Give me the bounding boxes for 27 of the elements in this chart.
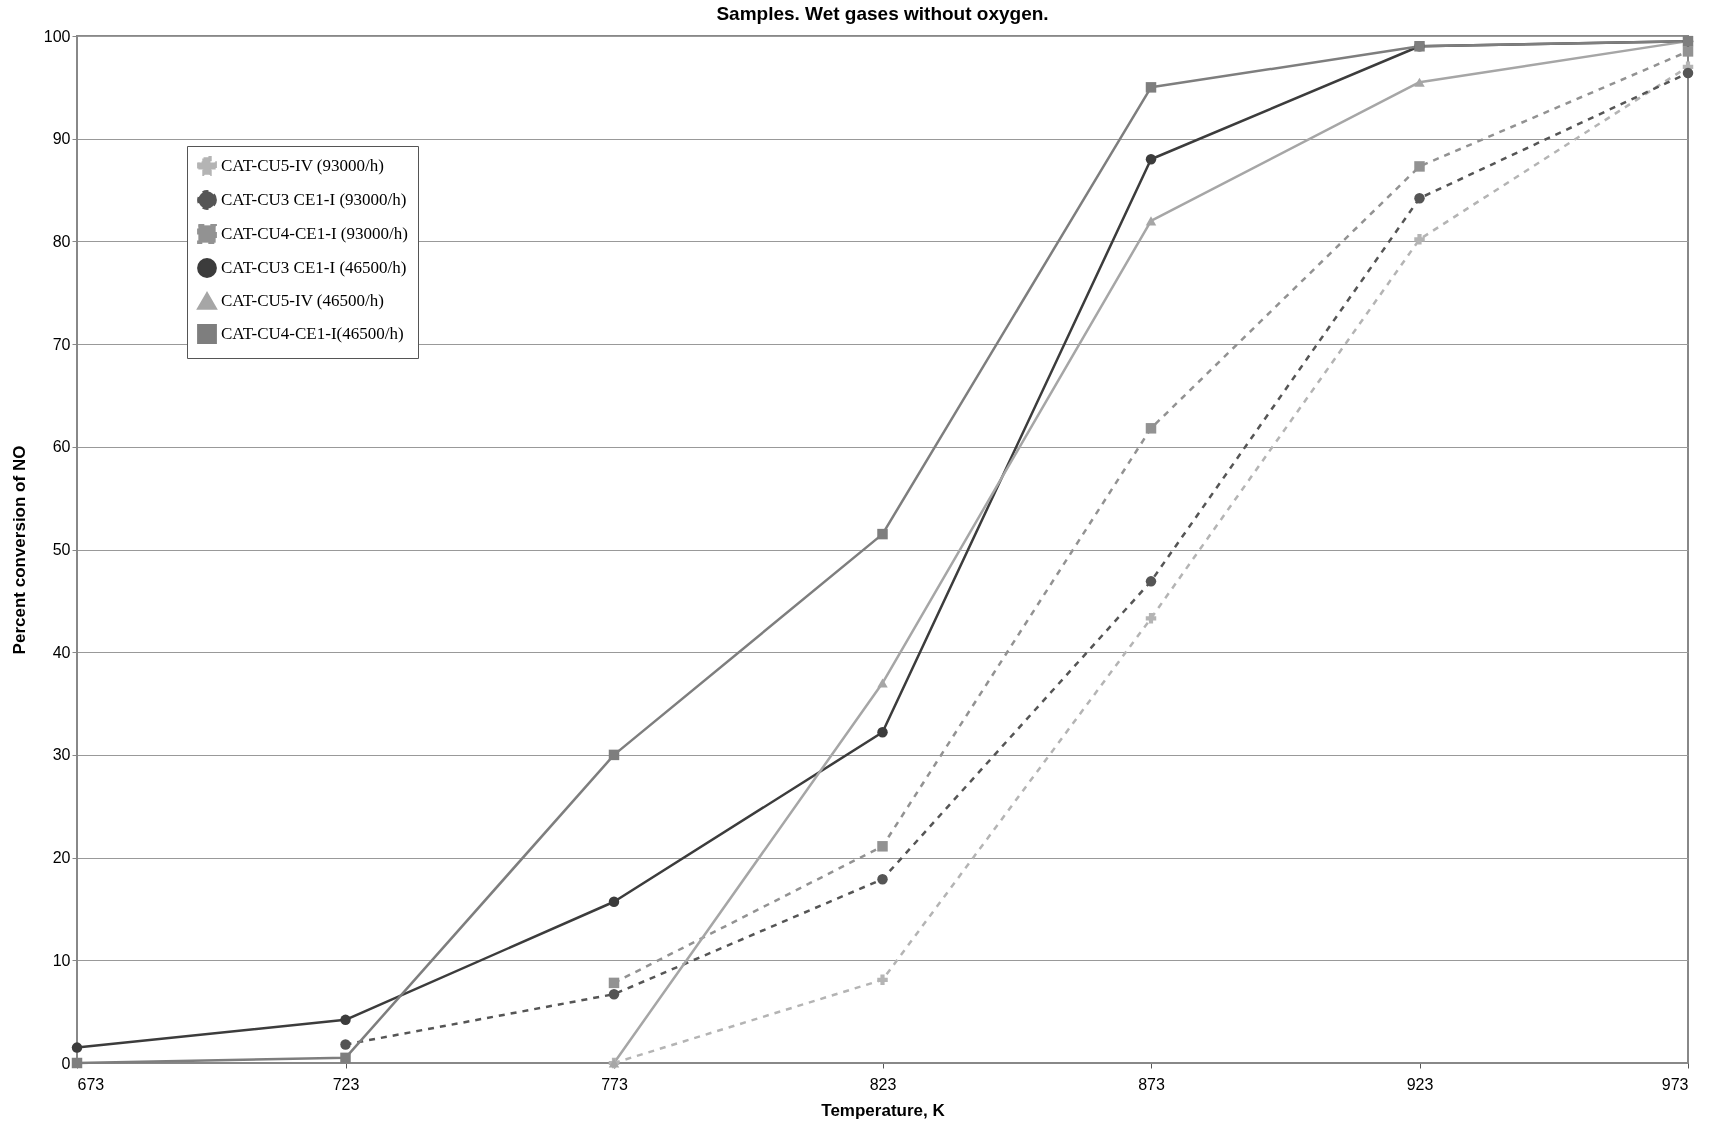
y-tick-label: 0 <box>61 1054 71 1072</box>
y-axis-title: Percent conversion of NO <box>9 445 29 655</box>
legend-label: CAT-CU4-CE1-I(46500/h) <box>221 324 404 343</box>
x-tick-label: 823 <box>869 1075 897 1093</box>
x-tick-label: 773 <box>601 1075 628 1093</box>
legend-label: CAT-CU3 CE1-I (93000/h) <box>221 190 407 209</box>
x-tick-label: 873 <box>1138 1075 1165 1093</box>
chart-title: Samples. Wet gases without oxygen. <box>716 3 1049 24</box>
y-tick-label: 20 <box>52 849 71 867</box>
y-tick-label: 80 <box>52 232 71 250</box>
legend-label: CAT-CU3 CE1-I (46500/h) <box>221 258 407 277</box>
y-tick-label: 40 <box>52 643 71 661</box>
x-axis-title: Temperature, K <box>821 1100 946 1120</box>
y-tick-label: 70 <box>52 335 71 353</box>
legend-label: CAT-CU5-IV (93000/h) <box>221 156 384 175</box>
y-tick-label: 90 <box>52 130 71 148</box>
y-tick-label: 30 <box>52 746 71 764</box>
y-tick-label: 100 <box>43 27 71 45</box>
legend-label: CAT-CU4-CE1-I (93000/h) <box>221 224 408 243</box>
x-tick-label: 723 <box>332 1075 360 1093</box>
y-tick-label: 10 <box>52 951 71 969</box>
y-tick-label: 50 <box>52 541 71 558</box>
x-tick-label: 973 <box>1661 1075 1689 1093</box>
y-tick-label: 60 <box>52 438 71 456</box>
x-tick-label: 923 <box>1406 1075 1434 1093</box>
x-tick-label: 673 <box>77 1075 105 1093</box>
legend-label: CAT-CU5-IV (46500/h) <box>221 291 384 310</box>
